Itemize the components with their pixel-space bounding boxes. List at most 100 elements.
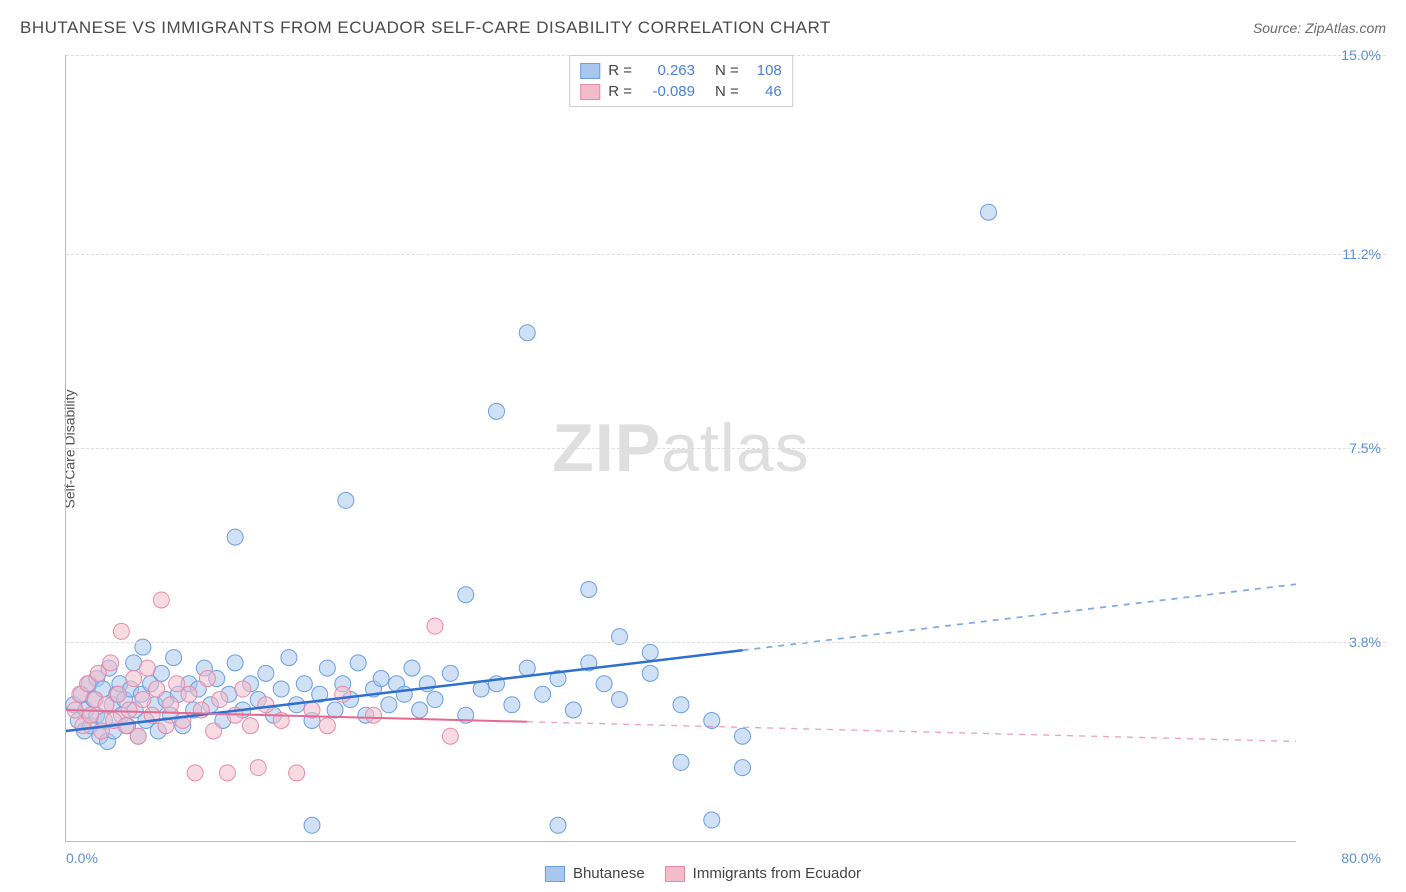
legend-swatch [580,84,600,100]
scatter-point [206,723,222,739]
legend-swatch [545,866,565,882]
scatter-point [458,587,474,603]
scatter-point [381,697,397,713]
scatter-point [396,686,412,702]
scatter-point [673,754,689,770]
scatter-point [519,325,535,341]
scatter-point [258,697,274,713]
scatter-point [153,592,169,608]
source-attribution: Source: ZipAtlas.com [1253,20,1386,36]
scatter-point [442,728,458,744]
scatter-point [565,702,581,718]
y-tick-label: 11.2% [1342,246,1381,262]
x-tick-label: 80.0% [1341,850,1381,866]
scatter-point [735,728,751,744]
scatter-point [642,644,658,660]
scatter-point [227,529,243,545]
scatter-point [704,812,720,828]
scatter-point [130,728,146,744]
legend-item: Bhutanese [545,865,645,882]
legend-label: Bhutanese [573,865,645,882]
scatter-point [258,665,274,681]
chart-header: BHUTANESE VS IMMIGRANTS FROM ECUADOR SEL… [0,0,1406,48]
scatter-point [273,681,289,697]
n-value: 108 [747,62,782,79]
scatter-point [319,660,335,676]
scatter-point [113,623,129,639]
legend-swatch [665,866,685,882]
series-legend: Bhutanese Immigrants from Ecuador [545,865,861,882]
scatter-point [535,686,551,702]
scatter-point [187,765,203,781]
scatter-point [166,650,182,666]
scatter-point [135,692,151,708]
r-label: R = [608,83,632,100]
scatter-point [581,581,597,597]
scatter-point [250,760,266,776]
legend-row: R = -0.089 N = 46 [580,81,782,102]
scatter-point [519,660,535,676]
legend-label: Immigrants from Ecuador [693,865,861,882]
scatter-point [235,681,251,697]
legend-item: Immigrants from Ecuador [665,865,861,882]
scatter-point [504,697,520,713]
scatter-point [304,817,320,833]
y-tick-label: 15.0% [1341,47,1381,63]
scatter-point [110,686,126,702]
chart-area: Self-Care Disability ZIPatlas R =0.263N … [20,55,1386,842]
scatter-point [981,204,997,220]
scatter-point [319,718,335,734]
scatter-point [227,655,243,671]
r-value: -0.089 [640,83,695,100]
scatter-point [199,671,215,687]
scatter-point [181,686,197,702]
scatter-point [149,681,165,697]
scatter-point [673,697,689,713]
r-label: R = [608,62,632,79]
scatter-point [427,618,443,634]
scatter-point [327,702,343,718]
plot-inner: ZIPatlas R =0.263N =108R =-0.089N =46 3.… [65,55,1296,842]
scatter-point [139,660,155,676]
scatter-point [289,765,305,781]
scatter-point [296,676,312,692]
scatter-point [612,692,628,708]
scatter-point [281,650,297,666]
scatter-point [335,686,351,702]
scatter-point [103,655,119,671]
scatter-point [373,671,389,687]
legend-row: R = 0.263 N = 108 [580,60,782,81]
trend-line-extrapolated [743,584,1297,650]
scatter-point [121,702,137,718]
scatter-point [404,660,420,676]
scatter-point [473,681,489,697]
scatter-point [642,665,658,681]
legend-swatch [580,63,600,79]
scatter-point [163,697,179,713]
gridline [66,642,1386,643]
scatter-point [175,712,191,728]
n-value: 46 [747,83,782,100]
scatter-point [735,760,751,776]
scatter-point [126,671,142,687]
scatter-point [212,692,228,708]
scatter-point [219,765,235,781]
y-tick-label: 7.5% [1349,440,1381,456]
correlation-legend: R = 0.263 N = 108 R = -0.089 N = 46 [569,55,793,107]
scatter-point [427,692,443,708]
gridline [66,254,1386,255]
chart-title: BHUTANESE VS IMMIGRANTS FROM ECUADOR SEL… [20,18,831,38]
n-label: N = [715,83,739,100]
y-tick-label: 3.8% [1349,634,1381,650]
scatter-point [442,665,458,681]
scatter-point [550,817,566,833]
trend-line-extrapolated [527,722,1296,742]
r-value: 0.263 [640,62,695,79]
scatter-point [338,492,354,508]
gridline [66,448,1386,449]
scatter-point [366,707,382,723]
scatter-point [412,702,428,718]
scatter-point [350,655,366,671]
n-label: N = [715,62,739,79]
plot-region: ZIPatlas R =0.263N =108R =-0.089N =46 3.… [65,55,1386,842]
